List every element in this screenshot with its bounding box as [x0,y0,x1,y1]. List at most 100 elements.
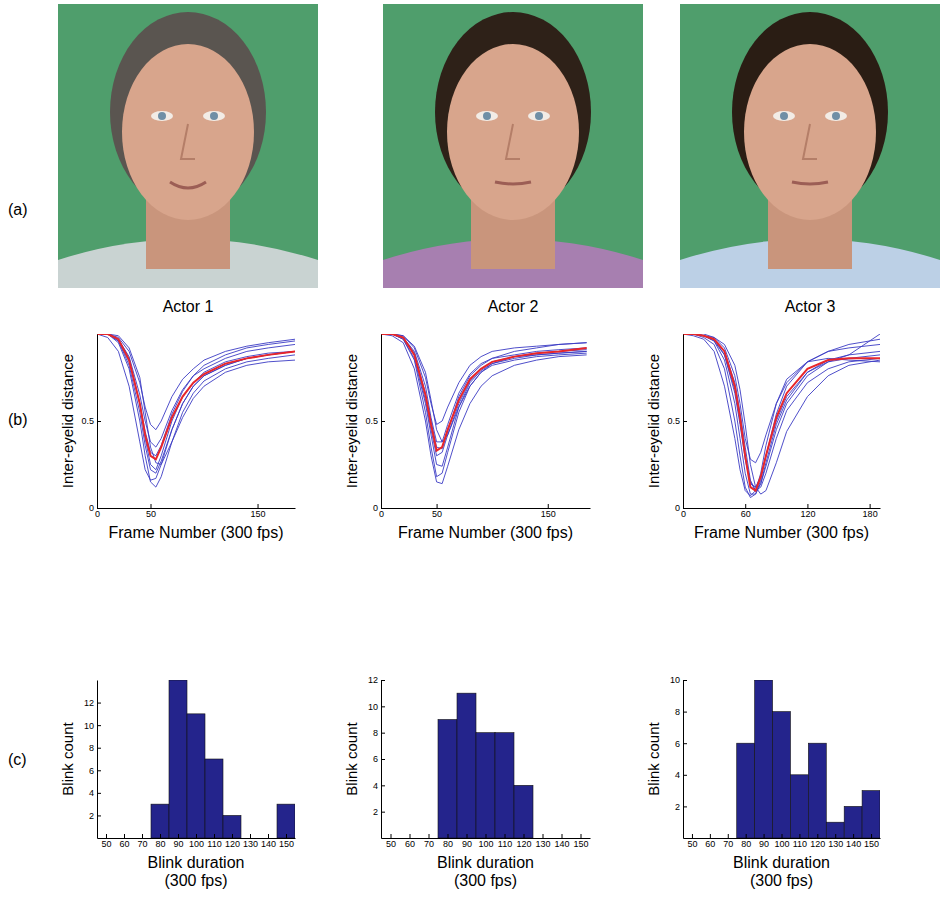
x-tick-label: 50 [432,509,442,519]
y-axis-title: Blink count [645,721,662,795]
bar [495,733,514,838]
bar [438,720,457,839]
y-tick-mark [381,680,385,681]
x-tick-mark [391,834,392,838]
bar [277,804,295,838]
x-tick-mark [437,504,438,508]
x-tick-mark [268,834,269,838]
y-tick: 8 [373,728,385,738]
y-tick-mark [683,743,687,744]
y-tick-label: 0 [373,503,378,513]
y-tick: 6 [675,739,687,749]
x-tick-label: 90 [173,839,183,849]
x-tick-label: 60 [119,839,129,849]
y-tick-mark [683,421,687,422]
x-tick-label: 50 [386,839,396,849]
curve [97,334,295,487]
eye [151,111,173,121]
x-tick-mark [505,834,506,838]
bar [514,785,533,838]
y-tick-mark [381,421,385,422]
x-tick: 150 [251,504,266,519]
x-tick: 140 [846,834,861,849]
curve [97,334,295,480]
x-tick-mark [807,504,808,508]
x-tick-label: 120 [225,839,240,849]
y-tick-label: 4 [373,781,378,791]
curve [683,334,880,491]
y-tick-label: 0 [675,503,680,513]
iris [158,112,166,120]
x-tick-mark [448,834,449,838]
iris [535,112,543,120]
x-tick: 70 [424,834,434,849]
x-tick-label: 80 [741,839,751,849]
y-axis: 00.5 [81,335,101,514]
y-tick-label: 12 [84,698,94,708]
x-tick-mark [728,834,729,838]
plot-area [438,693,533,838]
y-tick-label: 4 [89,788,94,798]
x-tick-label: 150 [864,839,879,849]
x-tick: 100 [478,834,493,849]
x-tick: 80 [155,834,165,849]
bar [862,791,880,838]
line-panel: 06012018000.5Frame Number (300 fps)Inter… [645,334,881,541]
figure: Actor 1Actor 2Actor 3(a)(b)(c)05015000.5… [0,0,948,903]
x-tick-label: 150 [541,509,556,519]
y-axis-title: Blink count [59,721,76,795]
x-tick: 140 [261,834,276,849]
y-tick-label: 0.5 [81,416,94,426]
y-tick-label: 6 [89,766,94,776]
x-tick: 50 [687,834,697,849]
y-tick-label: 4 [675,770,680,780]
x-tick: 50 [432,504,442,519]
x-tick: 110 [207,834,221,849]
eye [825,111,847,121]
curve [381,334,587,451]
actor-label: Actor 3 [785,298,836,315]
x-tick: 110 [498,834,512,849]
plot-area [151,680,295,838]
y-tick: 0.5 [81,416,101,426]
bar [457,693,476,838]
y-axis: 24681012 [368,675,385,838]
x-axis-title: Blink duration(300 fps) [148,854,245,889]
curve [683,334,880,491]
x-tick: 50 [146,504,156,519]
x-tick-mark [548,504,549,508]
x-tick-label: 60 [705,839,715,849]
y-tick-label: 8 [89,743,94,753]
eye [476,111,498,121]
y-tick: 0.5 [365,416,385,426]
bar [151,804,169,838]
y-tick-label: 6 [373,754,378,764]
plot-area [381,334,587,484]
x-tick: 80 [741,834,751,849]
y-tick-mark [97,748,101,749]
curve [683,334,880,494]
face [122,44,254,220]
y-axis-title: Inter-eyelid distance [343,354,360,488]
x-tick: 60 [705,834,715,849]
x-tick-label: 50 [146,509,156,519]
x-axis: 5060708090100110120130140150 [98,834,296,849]
x-tick-label: 180 [863,509,878,519]
portrait [58,4,318,288]
x-tick: 110 [793,834,807,849]
y-axis-title: Inter-eyelid distance [645,354,662,488]
y-axis-title: Blink count [343,721,360,795]
curve [97,334,295,459]
x-tick-label: 120 [810,839,825,849]
curve [683,334,880,496]
bar [844,806,862,838]
x-tick-mark [124,834,125,838]
y-tick: 0.5 [667,416,687,426]
x-tick-mark [160,834,161,838]
y-tick: 8 [675,707,687,717]
y-tick-mark [97,703,101,704]
y-tick-mark [97,815,101,816]
x-tick-label: 0 [379,509,384,519]
y-tick: 4 [373,781,385,791]
y-tick: 2 [373,807,385,817]
